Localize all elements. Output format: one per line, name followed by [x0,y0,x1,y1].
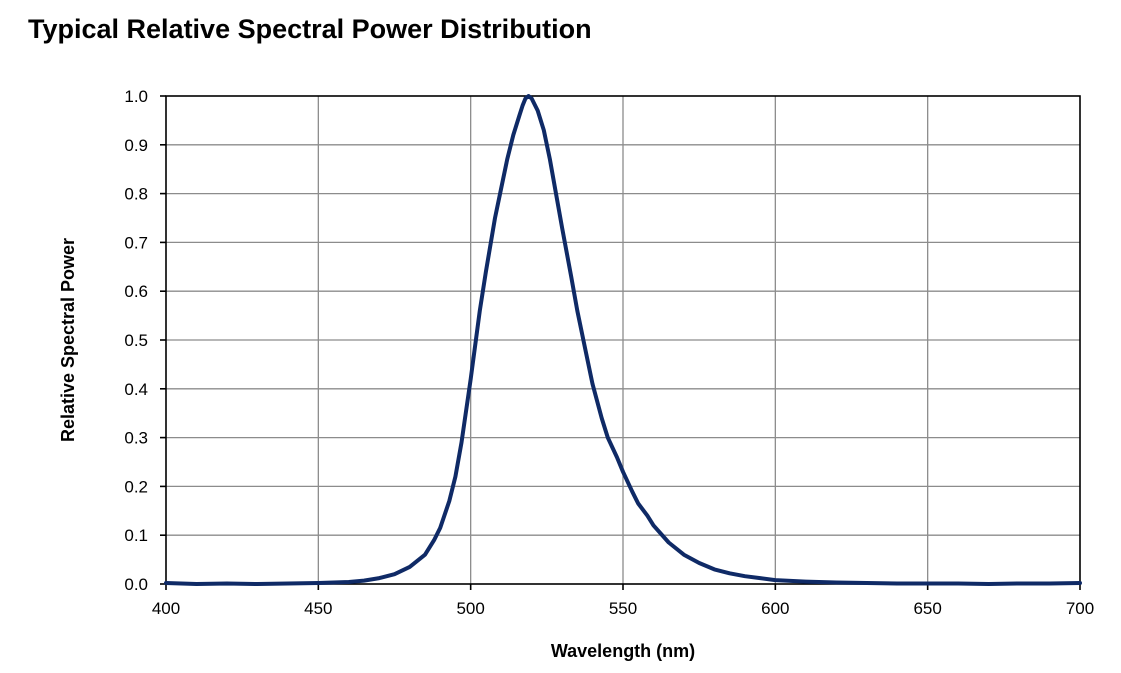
y-tick-label: 0.5 [124,331,148,350]
y-tick-label: 0.9 [124,136,148,155]
y-tick-label: 1.0 [124,87,148,106]
grid-lines [166,96,1080,584]
x-tick-label: 400 [152,599,180,618]
y-tick-label: 0.7 [124,233,148,252]
x-axis-ticks: 400 450 500 550 600 650 700 [152,584,1094,618]
y-tick-label: 0.3 [124,429,148,448]
y-tick-label: 0.0 [124,575,148,594]
y-tick-label: 0.2 [124,477,148,496]
y-axis-ticks: 0.0 0.1 0.2 0.3 0.4 0.5 0.6 0.7 0.8 0.9 1.0 [124,87,166,594]
y-tick-label: 0.4 [124,380,148,399]
y-axis-title: Relative Spectral Power [58,238,78,442]
x-tick-label: 500 [456,599,484,618]
series-layer [164,94,1082,586]
spectral-series-line [164,94,1082,586]
y-tick-label: 0.6 [124,282,148,301]
x-tick-label: 450 [304,599,332,618]
y-tick-label: 0.8 [124,185,148,204]
x-tick-label: 700 [1066,599,1094,618]
y-tick-label: 0.1 [124,526,148,545]
x-tick-label: 600 [761,599,789,618]
chart-title: Typical Relative Spectral Power Distribu… [28,14,592,44]
x-tick-label: 550 [609,599,637,618]
x-tick-label: 650 [913,599,941,618]
x-axis-title: Wavelength (nm) [551,641,695,661]
